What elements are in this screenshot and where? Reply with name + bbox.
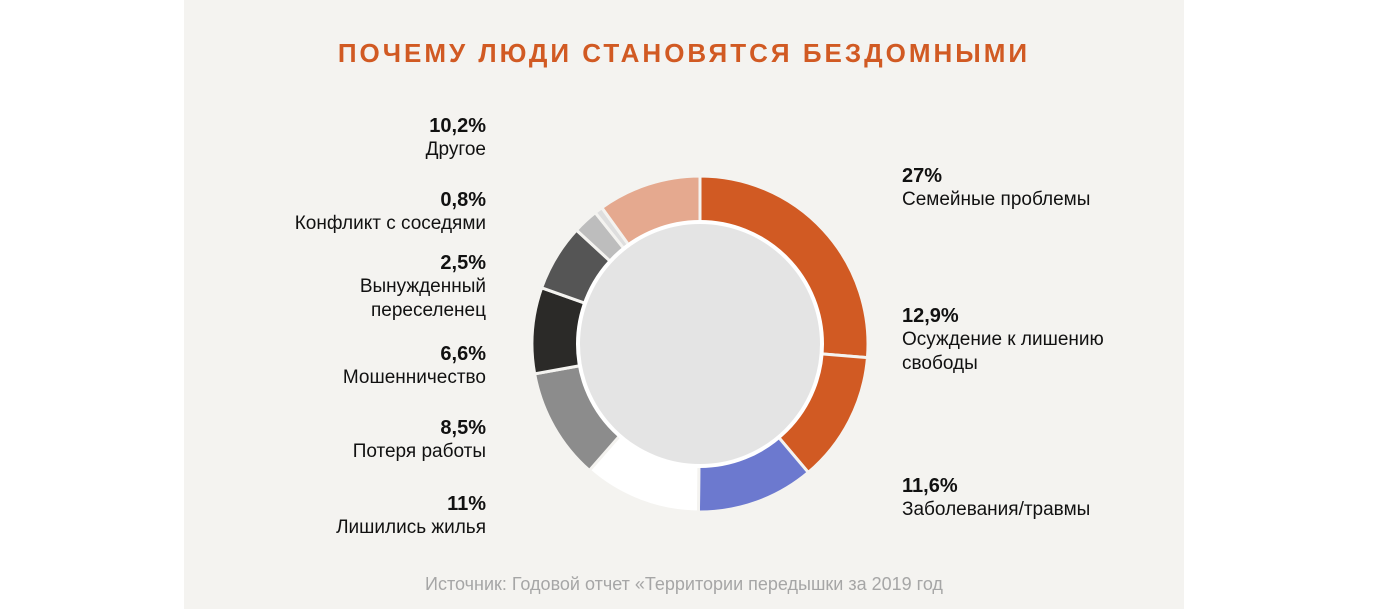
pct-lost-housing: 11% bbox=[447, 493, 486, 515]
donut-chart bbox=[530, 174, 870, 514]
chart-title: ПОЧЕМУ ЛЮДИ СТАНОВЯТСЯ БЕЗДОМНЫМИ bbox=[337, 38, 1031, 68]
name-job-loss: Потеря работы bbox=[352, 441, 486, 462]
chart-card: ПОЧЕМУ ЛЮДИ СТАНОВЯТСЯ БЕЗДОМНЫМИ 27% Се… bbox=[184, 0, 1184, 609]
pct-imprisonment: 12,9% bbox=[902, 305, 959, 327]
name-lost-housing: Лишились жилья bbox=[336, 517, 486, 538]
label-neighbor-conflict: 0,8% Конфликт с соседями bbox=[295, 188, 486, 236]
label-lost-housing: 11% Лишились жилья bbox=[336, 492, 486, 540]
name-fraud: Мошенничество bbox=[342, 367, 486, 388]
pct-family-problems: 27% bbox=[902, 165, 943, 187]
name-other: Другое bbox=[425, 139, 486, 160]
label-imprisonment: 12,9% Осуждение к лишению свободы bbox=[902, 304, 1142, 376]
name-family-problems: Семейные проблемы bbox=[902, 189, 1091, 210]
name-forced-migrant: Вынужденный переселенец bbox=[359, 276, 486, 321]
label-other: 10,2% Другое bbox=[426, 114, 486, 162]
pct-fraud: 6,6% bbox=[440, 343, 486, 365]
label-fraud: 6,6% Мошенничество bbox=[343, 342, 486, 390]
pct-forced-migrant: 2,5% bbox=[440, 252, 486, 274]
label-job-loss: 8,5% Потеря работы bbox=[353, 416, 486, 464]
name-imprisonment: Осуждение к лишению свободы bbox=[902, 329, 1104, 374]
pct-other: 10,2% bbox=[429, 115, 486, 137]
label-forced-migrant: 2,5% Вынужденный переселенец bbox=[316, 251, 486, 323]
source-note: Источник: Годовой отчет «Территории пере… bbox=[425, 574, 943, 594]
donut-center bbox=[576, 220, 824, 468]
label-illness-injury: 11,6% Заболевания/травмы bbox=[902, 474, 1090, 522]
name-neighbor-conflict: Конфликт с соседями bbox=[294, 213, 486, 234]
pct-neighbor-conflict: 0,8% bbox=[440, 189, 486, 211]
label-family-problems: 27% Семейные проблемы bbox=[902, 164, 1090, 212]
pct-illness-injury: 11,6% bbox=[902, 475, 958, 497]
name-illness-injury: Заболевания/травмы bbox=[902, 499, 1091, 520]
pct-job-loss: 8,5% bbox=[440, 417, 486, 439]
